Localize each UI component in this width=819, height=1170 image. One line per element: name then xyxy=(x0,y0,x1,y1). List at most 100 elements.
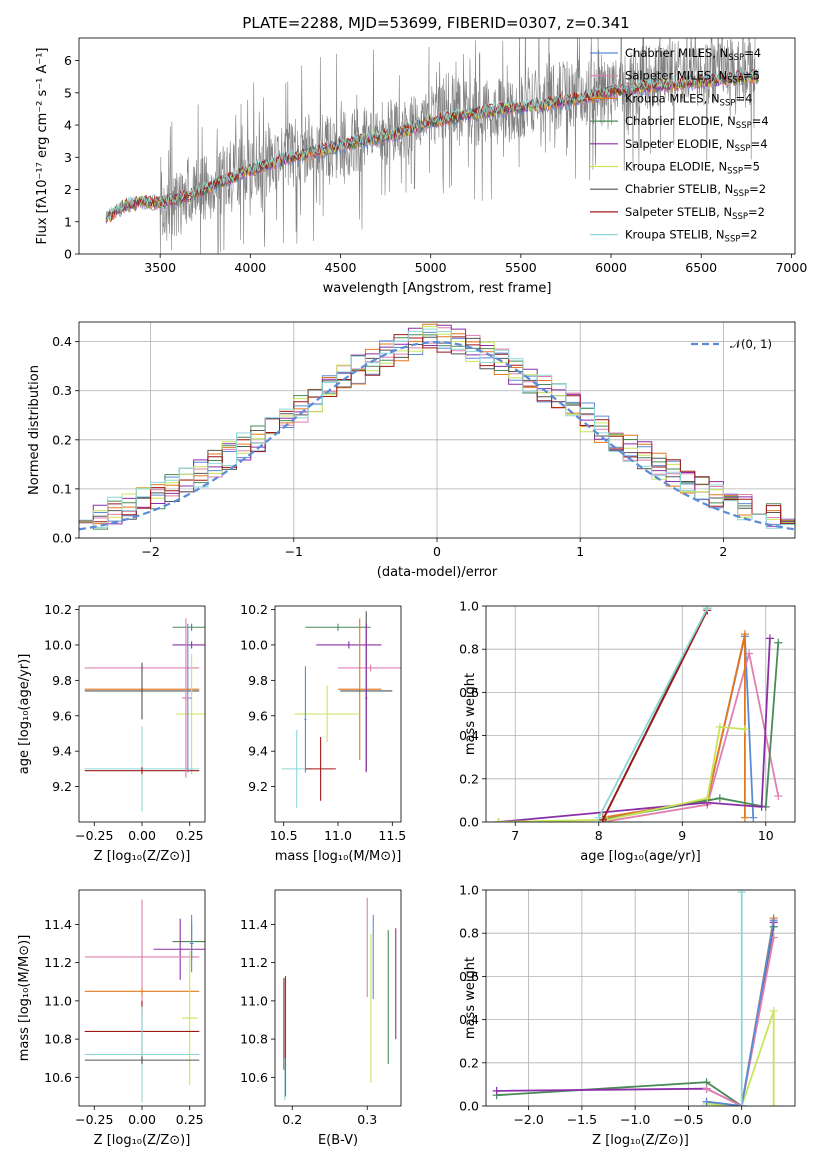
x-tick-label: 7 xyxy=(511,828,519,843)
massweight-marker-chabrier-elodie xyxy=(715,794,724,803)
y-tick-label: 10.8 xyxy=(240,1032,268,1047)
age-vs-mass-panel: 10.5 11.0 11.5 9.2 9.4 9.6 9.8 10.0 10.2 mass [lo… xyxy=(240,602,406,864)
y-tick-label: 5 xyxy=(64,85,72,100)
legend-label-sub: SSP xyxy=(728,53,744,63)
y-tick-label: 0.8 xyxy=(459,926,479,941)
axes-frame xyxy=(78,889,206,1107)
massweight-marker-kroupa-elodie xyxy=(740,725,749,734)
y-tick-label: 0.2 xyxy=(52,432,72,447)
legend-label-kroupa-stelib: Kroupa STELIB, NSSP=2 xyxy=(625,228,757,245)
x-tick-label: −1.0 xyxy=(620,1112,650,1127)
massweight-marker-kroupa-stelib xyxy=(703,606,712,613)
y-tick-label: 0.8 xyxy=(459,642,479,657)
histogram-kroupa-stelib xyxy=(79,328,795,529)
legend-label-base: Chabrier ELODIE, N xyxy=(625,114,736,128)
legend-label-sub: SSP xyxy=(735,144,751,154)
legend-label-chabrier-stelib: Chabrier STELIB, NSSP=2 xyxy=(625,182,766,199)
legend-label-sub: SSP xyxy=(727,76,743,86)
x-tick-label: 0.0 xyxy=(732,1112,752,1127)
massweight-marker-kroupa-elodie xyxy=(769,1006,778,1015)
y-tick-label: 1.0 xyxy=(459,599,479,614)
plot-area xyxy=(105,38,759,254)
normal-curve xyxy=(79,341,795,531)
y-tick-label: 10.6 xyxy=(44,1070,72,1085)
x-tick-label: 10.5 xyxy=(270,828,298,843)
y-tick-label: 11.2 xyxy=(44,955,72,970)
mass-vs-ebv-panel: 0.2 0.3 10.6 10.8 11.0 11.2 11.4 E(B-V) xyxy=(240,889,402,1148)
massweight-line-salpeter-miles xyxy=(602,653,780,822)
y-tick-label: 2 xyxy=(64,182,72,197)
axes-frame xyxy=(78,321,796,539)
axes-frame xyxy=(485,605,796,823)
y-tick-label: 9.4 xyxy=(248,744,268,759)
y-tick-label: 1 xyxy=(64,214,72,229)
y-tick-label: 0.2 xyxy=(459,771,479,786)
massweight-marker-chabrier-miles xyxy=(702,1097,711,1106)
x-tick-label: 4500 xyxy=(325,260,357,275)
x-tick-label: −2 xyxy=(141,544,159,559)
y-tick-label: 0 xyxy=(64,247,72,262)
x-tick-label: 11.5 xyxy=(378,828,406,843)
legend-label-tail: =4 xyxy=(752,114,769,128)
x-tick-label: 5500 xyxy=(505,260,537,275)
legend-label-sub: SSP xyxy=(727,167,743,177)
massweight-marker-kroupa-miles xyxy=(740,630,749,639)
y-tick-label: 9.4 xyxy=(52,744,72,759)
plot-area xyxy=(283,897,397,1101)
massweight-marker-kroupa-elodie xyxy=(703,794,712,803)
mass-vs-z-panel: −0.25 0.00 0.25 10.6 10.8 11.0 11.2 11.4 Z [log₁… xyxy=(17,889,206,1148)
x-tick-label: −2.0 xyxy=(513,1112,543,1127)
y-tick-label: 9.8 xyxy=(248,673,268,688)
axes-frame xyxy=(274,889,402,1107)
x-tick-label: 1 xyxy=(576,544,584,559)
x-tick-label: 0 xyxy=(433,544,441,559)
axes-frame xyxy=(78,37,796,255)
x-tick-label: 0.25 xyxy=(176,1112,204,1127)
x-axis-label: (data-model)/error xyxy=(377,565,498,580)
x-tick-label: −0.25 xyxy=(75,1112,113,1127)
legend-label-tail: =4 xyxy=(744,46,761,60)
x-tick-label: −1.5 xyxy=(567,1112,597,1127)
massweight-line-salpeter-stelib xyxy=(602,609,709,821)
massweight-marker-kroupa-elodie xyxy=(715,722,724,731)
x-tick-label: 0.00 xyxy=(128,828,156,843)
x-axis-label: Z [log₁₀(Z/Z⊙)] xyxy=(94,1133,191,1148)
normal-legend-label: 𝒩(0, 1) xyxy=(730,337,772,351)
x-tick-label: 7000 xyxy=(775,260,807,275)
legend-label-base: Kroupa MILES, N xyxy=(625,91,720,105)
massweight-line-salpeter-miles xyxy=(706,937,775,1106)
massweight-marker-salpeter-elodie xyxy=(492,1086,501,1095)
x-axis-label: mass [log₁₀(M/M⊙)] xyxy=(275,849,402,864)
y-tick-label: 0.1 xyxy=(52,481,72,496)
y-tick-label: 9.2 xyxy=(52,779,72,794)
y-tick-label: 9.2 xyxy=(248,779,268,794)
x-tick-label: 10 xyxy=(758,828,774,843)
legend-label-sub: SSP xyxy=(720,98,736,108)
legend-label-kroupa-miles: Kroupa MILES, NSSP=4 xyxy=(625,91,752,108)
massweight-marker-kroupa-stelib xyxy=(594,813,603,822)
axes-frame xyxy=(485,889,796,1107)
plot-area xyxy=(79,323,795,531)
legend-label-sub: SSP xyxy=(733,189,749,199)
massweight-marker-kroupa-elodie xyxy=(769,1102,778,1106)
y-tick-label: 0.6 xyxy=(459,685,479,700)
plot-area xyxy=(281,611,401,808)
plot-area xyxy=(84,618,205,812)
massweight-marker-salpeter-elodie xyxy=(765,634,774,643)
plot-area xyxy=(84,899,205,1103)
massweight-line-chabrier-miles xyxy=(706,920,775,1106)
x-axis-label: wavelength [Angstrom, rest frame] xyxy=(323,281,552,296)
age-vs-z-panel: −0.25 0.00 0.25 9.2 9.4 9.6 9.8 10.0 10.2 Z [log₁… xyxy=(17,602,206,864)
massweight-marker-kroupa-miles xyxy=(740,813,749,822)
y-tick-label: 0.0 xyxy=(459,1099,479,1114)
axes-frame xyxy=(78,605,206,823)
y-tick-label: 10.2 xyxy=(44,602,72,617)
massweight-vs-z-panel: −2.0 −1.5 −1.0 −0.5 0.0 0.0 0.2 0.4 0.6 0.8 1.0 Z [… xyxy=(459,883,796,1148)
histogram-chabrier-stelib xyxy=(79,336,795,524)
x-tick-label: 5000 xyxy=(415,260,447,275)
x-tick-label: 11.0 xyxy=(324,828,352,843)
x-tick-label: −1 xyxy=(285,544,303,559)
y-tick-label: 10.6 xyxy=(240,1070,268,1085)
y-tick-label: 0.6 xyxy=(459,969,479,984)
